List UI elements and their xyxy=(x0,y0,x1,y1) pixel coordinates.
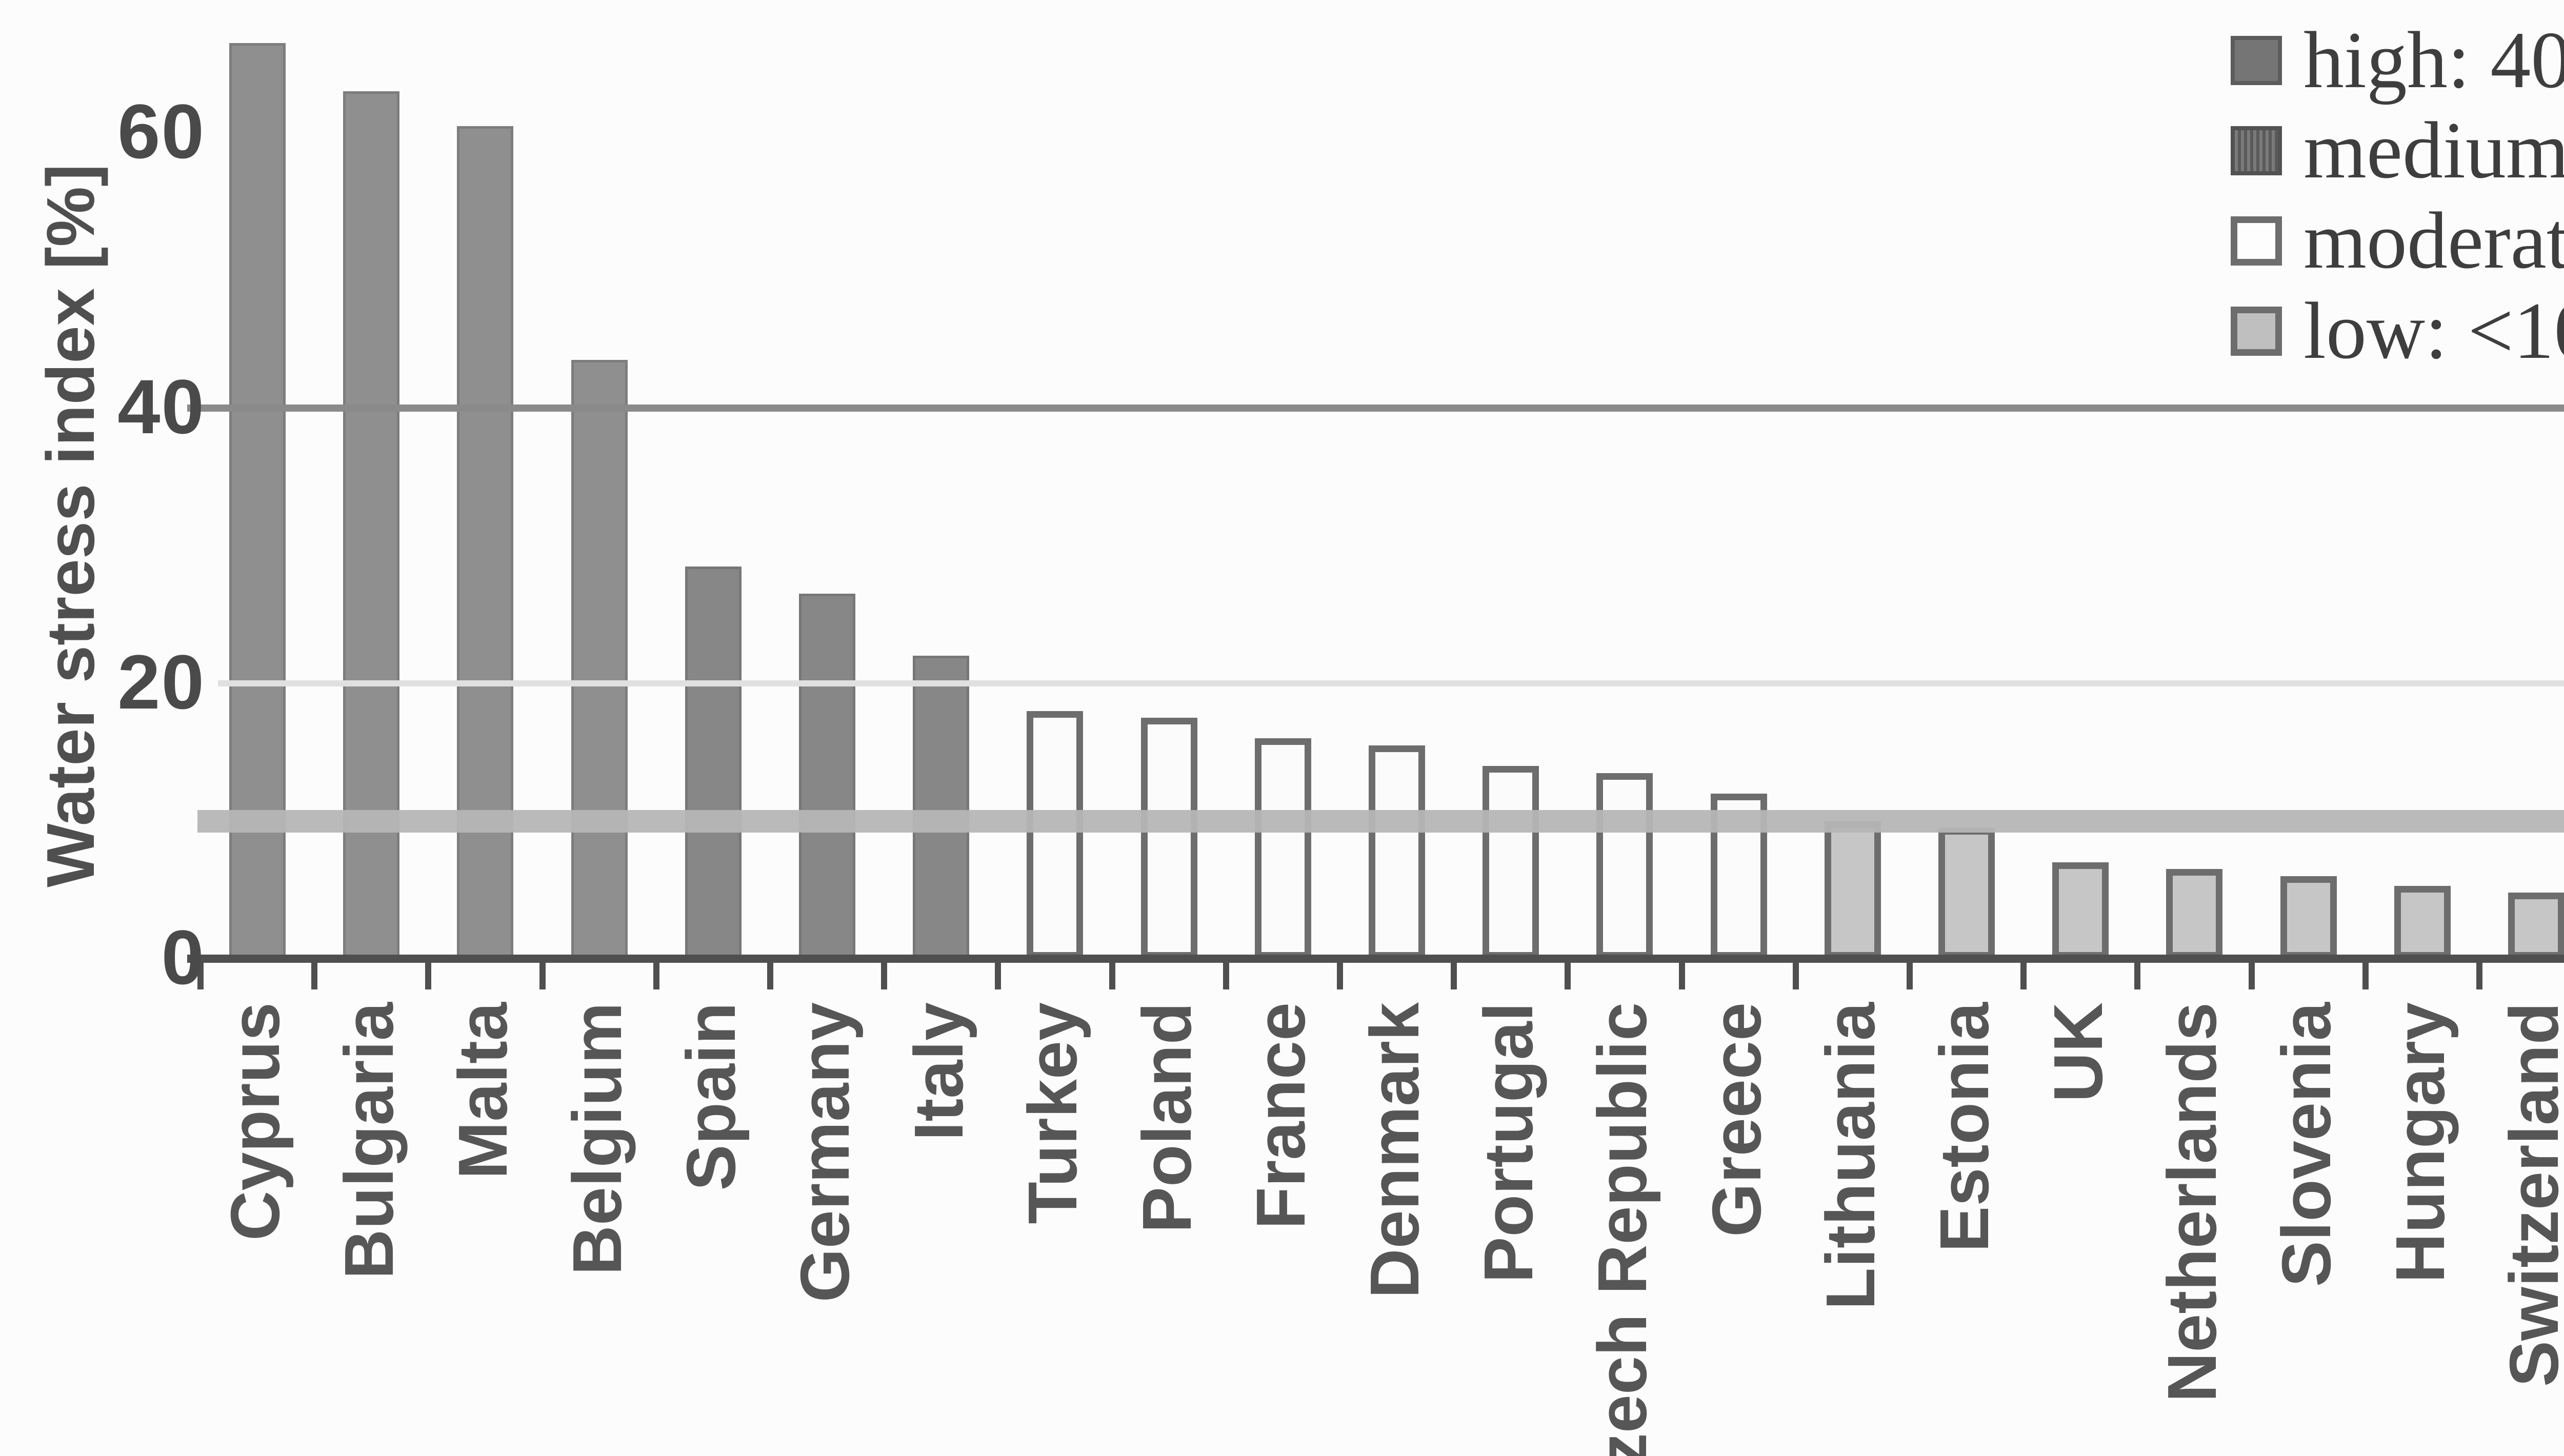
x-tick xyxy=(1565,963,1571,989)
y-tick-label-20: 20 xyxy=(117,639,205,725)
legend-label-moderate: moderate: 10–20% xyxy=(2303,196,2564,286)
x-tick xyxy=(1223,963,1229,989)
legend-swatch-medium-high-icon xyxy=(2231,126,2282,175)
legend-label-high: high: 40–80% xyxy=(2303,15,2564,105)
x-label-hungary: Hungary xyxy=(2381,1002,2459,1283)
legend-label-medium-high: medium-high: 20–40% xyxy=(2303,106,2564,195)
legend-swatch-moderate-icon xyxy=(2231,216,2282,266)
x-tick xyxy=(2020,963,2027,989)
gridline-10 xyxy=(197,810,2564,833)
bar-italy xyxy=(913,656,970,959)
x-tick xyxy=(1337,963,1343,989)
bar-portugal xyxy=(1483,766,1539,959)
x-label-lithuania: Lithuania xyxy=(1811,1002,1889,1310)
x-label-estonia: Estonia xyxy=(1926,1002,2003,1252)
x-axis-line xyxy=(187,955,2564,963)
bar-belgium xyxy=(571,360,628,959)
bar-turkey xyxy=(1027,711,1084,959)
legend-row-medium-high: medium-high: 20–40% xyxy=(2231,106,2564,196)
bar-slovenia xyxy=(2280,876,2337,959)
x-label-italy: Italy xyxy=(900,1002,978,1141)
x-label-bulgaria: Bulgaria xyxy=(330,1002,408,1280)
x-label-turkey: Turkey xyxy=(1014,1002,1092,1224)
x-tick xyxy=(1109,963,1115,989)
bar-lithuania xyxy=(1824,821,1881,959)
x-tick xyxy=(425,963,432,989)
x-tick xyxy=(1678,963,1685,989)
x-label-denmark: Denmark xyxy=(1356,1002,1433,1299)
x-tick xyxy=(539,963,546,989)
x-label-slovenia: Slovenia xyxy=(2267,1002,2345,1287)
bar-france xyxy=(1254,738,1311,959)
bar-spain xyxy=(685,566,742,959)
x-label-switzerland: Switzerland xyxy=(2495,1002,2564,1387)
y-tick-label-0: 0 xyxy=(161,914,205,1000)
y-axis-title: Water stress index [%] xyxy=(33,164,108,887)
y-tick-label-40: 40 xyxy=(117,363,205,450)
x-label-uk: UK xyxy=(2039,1002,2117,1102)
x-tick xyxy=(1907,963,1913,989)
bar-cyprus xyxy=(229,43,286,959)
x-label-greece: Greece xyxy=(1697,1002,1775,1237)
x-label-poland: Poland xyxy=(1128,1002,1206,1233)
x-tick xyxy=(311,963,318,989)
bar-malta xyxy=(457,126,514,959)
legend-swatch-low-icon xyxy=(2231,307,2282,356)
bar-poland xyxy=(1140,718,1197,959)
x-tick xyxy=(2476,963,2482,989)
legend-swatch-high-icon xyxy=(2231,36,2282,85)
x-tick xyxy=(881,963,888,989)
x-label-spain: Spain xyxy=(672,1002,750,1191)
x-tick xyxy=(2362,963,2369,989)
x-tick xyxy=(995,963,1001,989)
legend-row-moderate: moderate: 10–20% xyxy=(2231,196,2564,286)
x-tick xyxy=(767,963,773,989)
gridline-20 xyxy=(218,680,2564,686)
bar-hungary xyxy=(2394,885,2451,959)
bar-estonia xyxy=(1938,827,1995,959)
bar-uk xyxy=(2052,862,2109,959)
x-tick xyxy=(653,963,659,989)
x-tick xyxy=(197,963,204,989)
legend: high: 40–80% medium-high: 20–40% moderat… xyxy=(2231,15,2564,376)
legend-label-low: low: <10% xyxy=(2303,286,2564,376)
x-label-cyprus: Cyprus xyxy=(216,1002,294,1241)
bar-germany xyxy=(799,594,855,959)
x-tick xyxy=(1792,963,1799,989)
x-label-germany: Germany xyxy=(786,1002,864,1303)
bar-netherlands xyxy=(2166,869,2223,959)
x-label-portugal: Portugal xyxy=(1470,1002,1548,1283)
bar-denmark xyxy=(1369,745,1425,959)
y-tick-label-60: 60 xyxy=(117,88,205,174)
x-label-czech-republic: Czech Republic xyxy=(1584,1002,1661,1456)
x-label-belgium: Belgium xyxy=(558,1002,636,1276)
gridline-40 xyxy=(187,405,2564,412)
x-tick xyxy=(2248,963,2255,989)
x-tick xyxy=(1451,963,1457,989)
bar-czech-republic xyxy=(1596,773,1653,959)
x-tick xyxy=(2134,963,2141,989)
x-label-netherlands: Netherlands xyxy=(2153,1002,2231,1403)
bar-switzerland xyxy=(2508,893,2564,959)
x-label-france: France xyxy=(1241,1002,1319,1229)
x-label-malta: Malta xyxy=(444,1002,522,1180)
legend-row-high: high: 40–80% xyxy=(2231,15,2564,106)
legend-row-low: low: <10% xyxy=(2231,286,2564,376)
